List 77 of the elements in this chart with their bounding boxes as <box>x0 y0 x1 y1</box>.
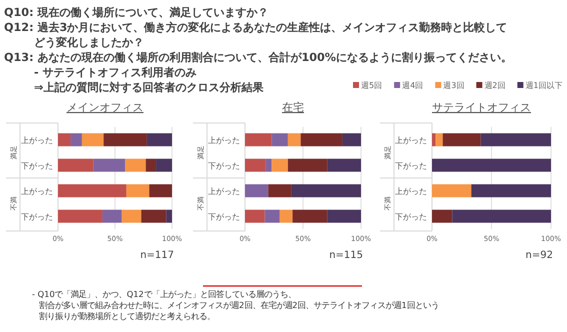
legend-label: 週3回 <box>443 81 464 90</box>
y-tick-label: 下がった <box>208 212 240 222</box>
bar <box>245 210 265 223</box>
bar <box>58 158 94 172</box>
bar <box>245 158 266 172</box>
bar <box>300 133 342 146</box>
y-tick-label: 上がった <box>395 136 427 145</box>
bar <box>292 210 328 223</box>
chart-title: メインオフィス <box>66 101 144 114</box>
chart-title: サテライトオフィス <box>432 101 531 114</box>
text: n=115 <box>329 250 363 261</box>
bar <box>432 133 436 146</box>
bar <box>272 133 288 146</box>
y-tick-label: 上がった <box>395 186 427 196</box>
bar <box>272 158 288 172</box>
bar <box>471 184 551 198</box>
bar <box>291 184 361 198</box>
text: n=117 <box>140 250 174 261</box>
text: n=92 <box>526 250 553 261</box>
text: Q12: 過去3か月において、働き方の変化によるあなたの生産性は、メインオフィス勤務時と比較して <box>4 21 508 34</box>
bar <box>266 158 272 172</box>
bar <box>102 210 122 223</box>
bar <box>58 133 71 146</box>
text: - Q10で「満足」、かつ、Q12で「上がった」と回答している層のうち、 <box>32 289 296 299</box>
bar <box>146 158 156 172</box>
bar <box>70 133 82 146</box>
bar <box>245 184 268 198</box>
bar <box>125 158 146 172</box>
bar <box>342 133 361 146</box>
bar <box>432 158 551 172</box>
y-tick-label: 上がった <box>208 136 240 145</box>
bar <box>149 184 172 198</box>
text: 割合が多い層で組み合わせた時に、メインオフィスが週2回、在宅が週2回、サテライトオフィスが週1回という <box>39 300 439 310</box>
bar <box>104 133 147 146</box>
y-tick-label: 下がった <box>21 212 53 222</box>
chart-title: 在宅 <box>282 101 304 114</box>
bar <box>436 133 443 146</box>
bar <box>93 158 126 172</box>
bar <box>452 210 551 223</box>
bar <box>58 184 126 198</box>
bar <box>268 184 292 198</box>
bar <box>264 210 280 223</box>
y-tick-label: 下がった <box>21 161 53 170</box>
legend-label: 週1回以下 <box>525 81 562 90</box>
bar <box>245 133 272 146</box>
text: - サテライトオフィス利用者のみ <box>34 66 197 79</box>
y-tick-label: 上がった <box>208 186 240 196</box>
legend-label: 週2回 <box>484 81 506 90</box>
bar <box>58 210 102 223</box>
bar <box>288 158 328 172</box>
bar <box>480 133 551 146</box>
bar <box>280 210 293 223</box>
bar <box>442 133 481 146</box>
y-tick-label: 下がった <box>395 212 427 222</box>
text: どう変化しましたか？ <box>34 36 144 49</box>
bar <box>327 210 361 223</box>
y-tick-label: 上がった <box>21 136 53 145</box>
bar <box>166 210 172 223</box>
bar <box>156 158 172 172</box>
bar <box>122 210 142 223</box>
y-tick-label: 下がった <box>208 161 240 170</box>
text: Q13: あなたの現在の働く場所の利用割合について、合計が100%になるように割り振ってください。 <box>4 51 512 64</box>
bar <box>327 158 361 172</box>
bar <box>141 210 166 223</box>
text: Q10: 現在の働く場所について、満足していますか？ <box>4 6 268 19</box>
text: ⇒上記の質問に対する回答者のクロス分析結果 <box>34 81 264 94</box>
legend-label: 週5回 <box>361 81 382 90</box>
bar <box>146 133 172 146</box>
bar <box>432 210 452 223</box>
legend-label: 週4回 <box>402 81 424 90</box>
bar <box>432 184 472 198</box>
bar <box>82 133 104 146</box>
bar <box>126 184 150 198</box>
y-tick-label: 上がった <box>21 186 53 196</box>
y-tick-label: 下がった <box>395 161 427 170</box>
bar <box>288 133 301 146</box>
text: 割り振りが勤務場所として適切だと考えられる。 <box>39 311 215 321</box>
